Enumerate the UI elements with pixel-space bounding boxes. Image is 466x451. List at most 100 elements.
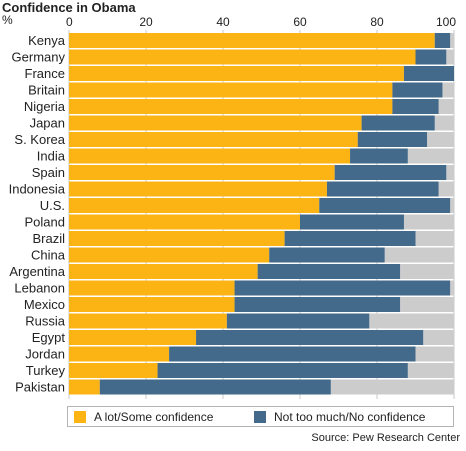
bar-remainder-mexico <box>400 297 454 312</box>
bar-remainder-china <box>384 247 454 263</box>
bar-no-confidence-russia <box>226 313 370 329</box>
bar-no-confidence-egypt <box>196 330 424 345</box>
category-label-s-korea: S. Korea <box>14 132 65 147</box>
bar-remainder-s-korea <box>427 132 454 147</box>
bar-remainder-kenya <box>450 33 454 48</box>
category-label-nigeria: Nigeria <box>24 99 66 114</box>
bar-remainder-u-s <box>450 198 454 213</box>
bar-confidence-britain <box>69 82 393 98</box>
category-label-lebanon: Lebanon <box>14 281 65 296</box>
bar-no-confidence-turkey <box>157 363 408 378</box>
bar-no-confidence-nigeria <box>392 99 439 114</box>
bar-confidence-kenya <box>69 33 435 48</box>
bar-remainder-poland <box>403 214 454 230</box>
category-label-poland: Poland <box>25 215 65 230</box>
bar-confidence-egypt <box>69 330 197 345</box>
x-tick-label-20: 20 <box>139 15 153 29</box>
x-tick-label-80: 80 <box>370 15 384 29</box>
category-label-turkey: Turkey <box>26 363 66 378</box>
x-tick-label-40: 40 <box>216 15 230 29</box>
bar-remainder-turkey <box>407 363 454 378</box>
legend-label-no-confidence: Not too much/No confidence <box>274 410 426 424</box>
bar-no-confidence-india <box>350 148 408 164</box>
legend-swatch-no-confidence <box>254 411 266 423</box>
x-tick-label-0: 0 <box>66 15 73 29</box>
category-label-brazil: Brazil <box>32 231 65 246</box>
bar-remainder-pakistan <box>330 379 454 395</box>
bar-no-confidence-france <box>403 66 454 81</box>
category-label-germany: Germany <box>12 50 66 65</box>
category-label-argentina: Argentina <box>9 264 65 279</box>
bar-no-confidence-spain <box>334 165 447 180</box>
category-label-jordan: Jordan <box>25 347 65 362</box>
source-note: Source: Pew Research Center <box>311 432 460 444</box>
bar-remainder-jordan <box>415 346 454 362</box>
category-label-u-s: U.S. <box>40 198 65 213</box>
bar-confidence-india <box>69 148 351 164</box>
bar-confidence-u-s <box>69 198 320 213</box>
bar-no-confidence-china <box>269 247 385 263</box>
category-label-egypt: Egypt <box>32 330 66 345</box>
bar-confidence-spain <box>69 165 335 180</box>
bar-no-confidence-mexico <box>234 297 401 312</box>
bar-remainder-indonesia <box>438 181 454 197</box>
legend-label-confidence: A lot/Some confidence <box>94 410 214 424</box>
bar-no-confidence-japan <box>361 115 435 131</box>
x-tick-label-100: 100 <box>436 15 456 29</box>
bar-no-confidence-indonesia <box>326 181 439 197</box>
bar-remainder-germany <box>446 49 454 65</box>
bar-no-confidence-u-s <box>319 198 451 213</box>
category-label-china: China <box>31 248 66 263</box>
legend: A lot/Some confidence Not too much/No co… <box>67 406 454 427</box>
bar-confidence-jordan <box>69 346 170 362</box>
category-label-japan: Japan <box>30 116 65 131</box>
category-label-britain: Britain <box>28 83 65 98</box>
chart-title: Confidence in Obama <box>2 0 136 15</box>
bar-confidence-brazil <box>69 231 285 246</box>
bar-confidence-indonesia <box>69 181 327 197</box>
bar-no-confidence-lebanon <box>234 280 451 296</box>
bar-no-confidence-britain <box>392 82 443 98</box>
category-label-france: France <box>25 66 65 81</box>
bar-no-confidence-jordan <box>169 346 416 362</box>
bar-no-confidence-brazil <box>284 231 416 246</box>
bar-confidence-pakistan <box>69 379 100 395</box>
category-label-pakistan: Pakistan <box>15 380 65 395</box>
bar-remainder-britain <box>442 82 454 98</box>
bar-remainder-egypt <box>423 330 454 345</box>
x-tick-label-60: 60 <box>293 15 307 29</box>
bar-confidence-germany <box>69 49 416 65</box>
category-label-russia: Russia <box>25 314 66 329</box>
bar-remainder-spain <box>446 165 454 180</box>
bar-confidence-argentina <box>69 264 258 279</box>
bar-confidence-poland <box>69 214 300 230</box>
bar-remainder-nigeria <box>438 99 454 114</box>
bar-remainder-argentina <box>400 264 454 279</box>
category-label-indonesia: Indonesia <box>9 182 66 197</box>
bar-confidence-japan <box>69 115 362 131</box>
category-label-india: India <box>37 149 66 164</box>
category-label-spain: Spain <box>32 165 65 180</box>
bar-remainder-india <box>407 148 454 164</box>
bar-no-confidence-argentina <box>257 264 401 279</box>
bar-confidence-russia <box>69 313 227 329</box>
bar-remainder-japan <box>434 115 454 131</box>
category-label-mexico: Mexico <box>24 297 65 312</box>
bar-confidence-china <box>69 247 270 263</box>
bar-confidence-mexico <box>69 297 235 312</box>
bar-remainder-russia <box>369 313 454 329</box>
bar-no-confidence-germany <box>415 49 447 65</box>
bar-no-confidence-pakistan <box>99 379 331 395</box>
bar-confidence-nigeria <box>69 99 393 114</box>
category-label-kenya: Kenya <box>28 33 66 48</box>
bar-remainder-brazil <box>415 231 454 246</box>
bar-confidence-france <box>69 66 404 81</box>
bar-confidence-turkey <box>69 363 158 378</box>
bar-no-confidence-kenya <box>434 33 451 48</box>
legend-item-confidence: A lot/Some confidence <box>74 410 213 424</box>
bar-remainder-lebanon <box>450 280 454 296</box>
bar-confidence-lebanon <box>69 280 235 296</box>
bar-confidence-s-korea <box>69 132 358 147</box>
legend-item-no-confidence: Not too much/No confidence <box>254 410 425 424</box>
